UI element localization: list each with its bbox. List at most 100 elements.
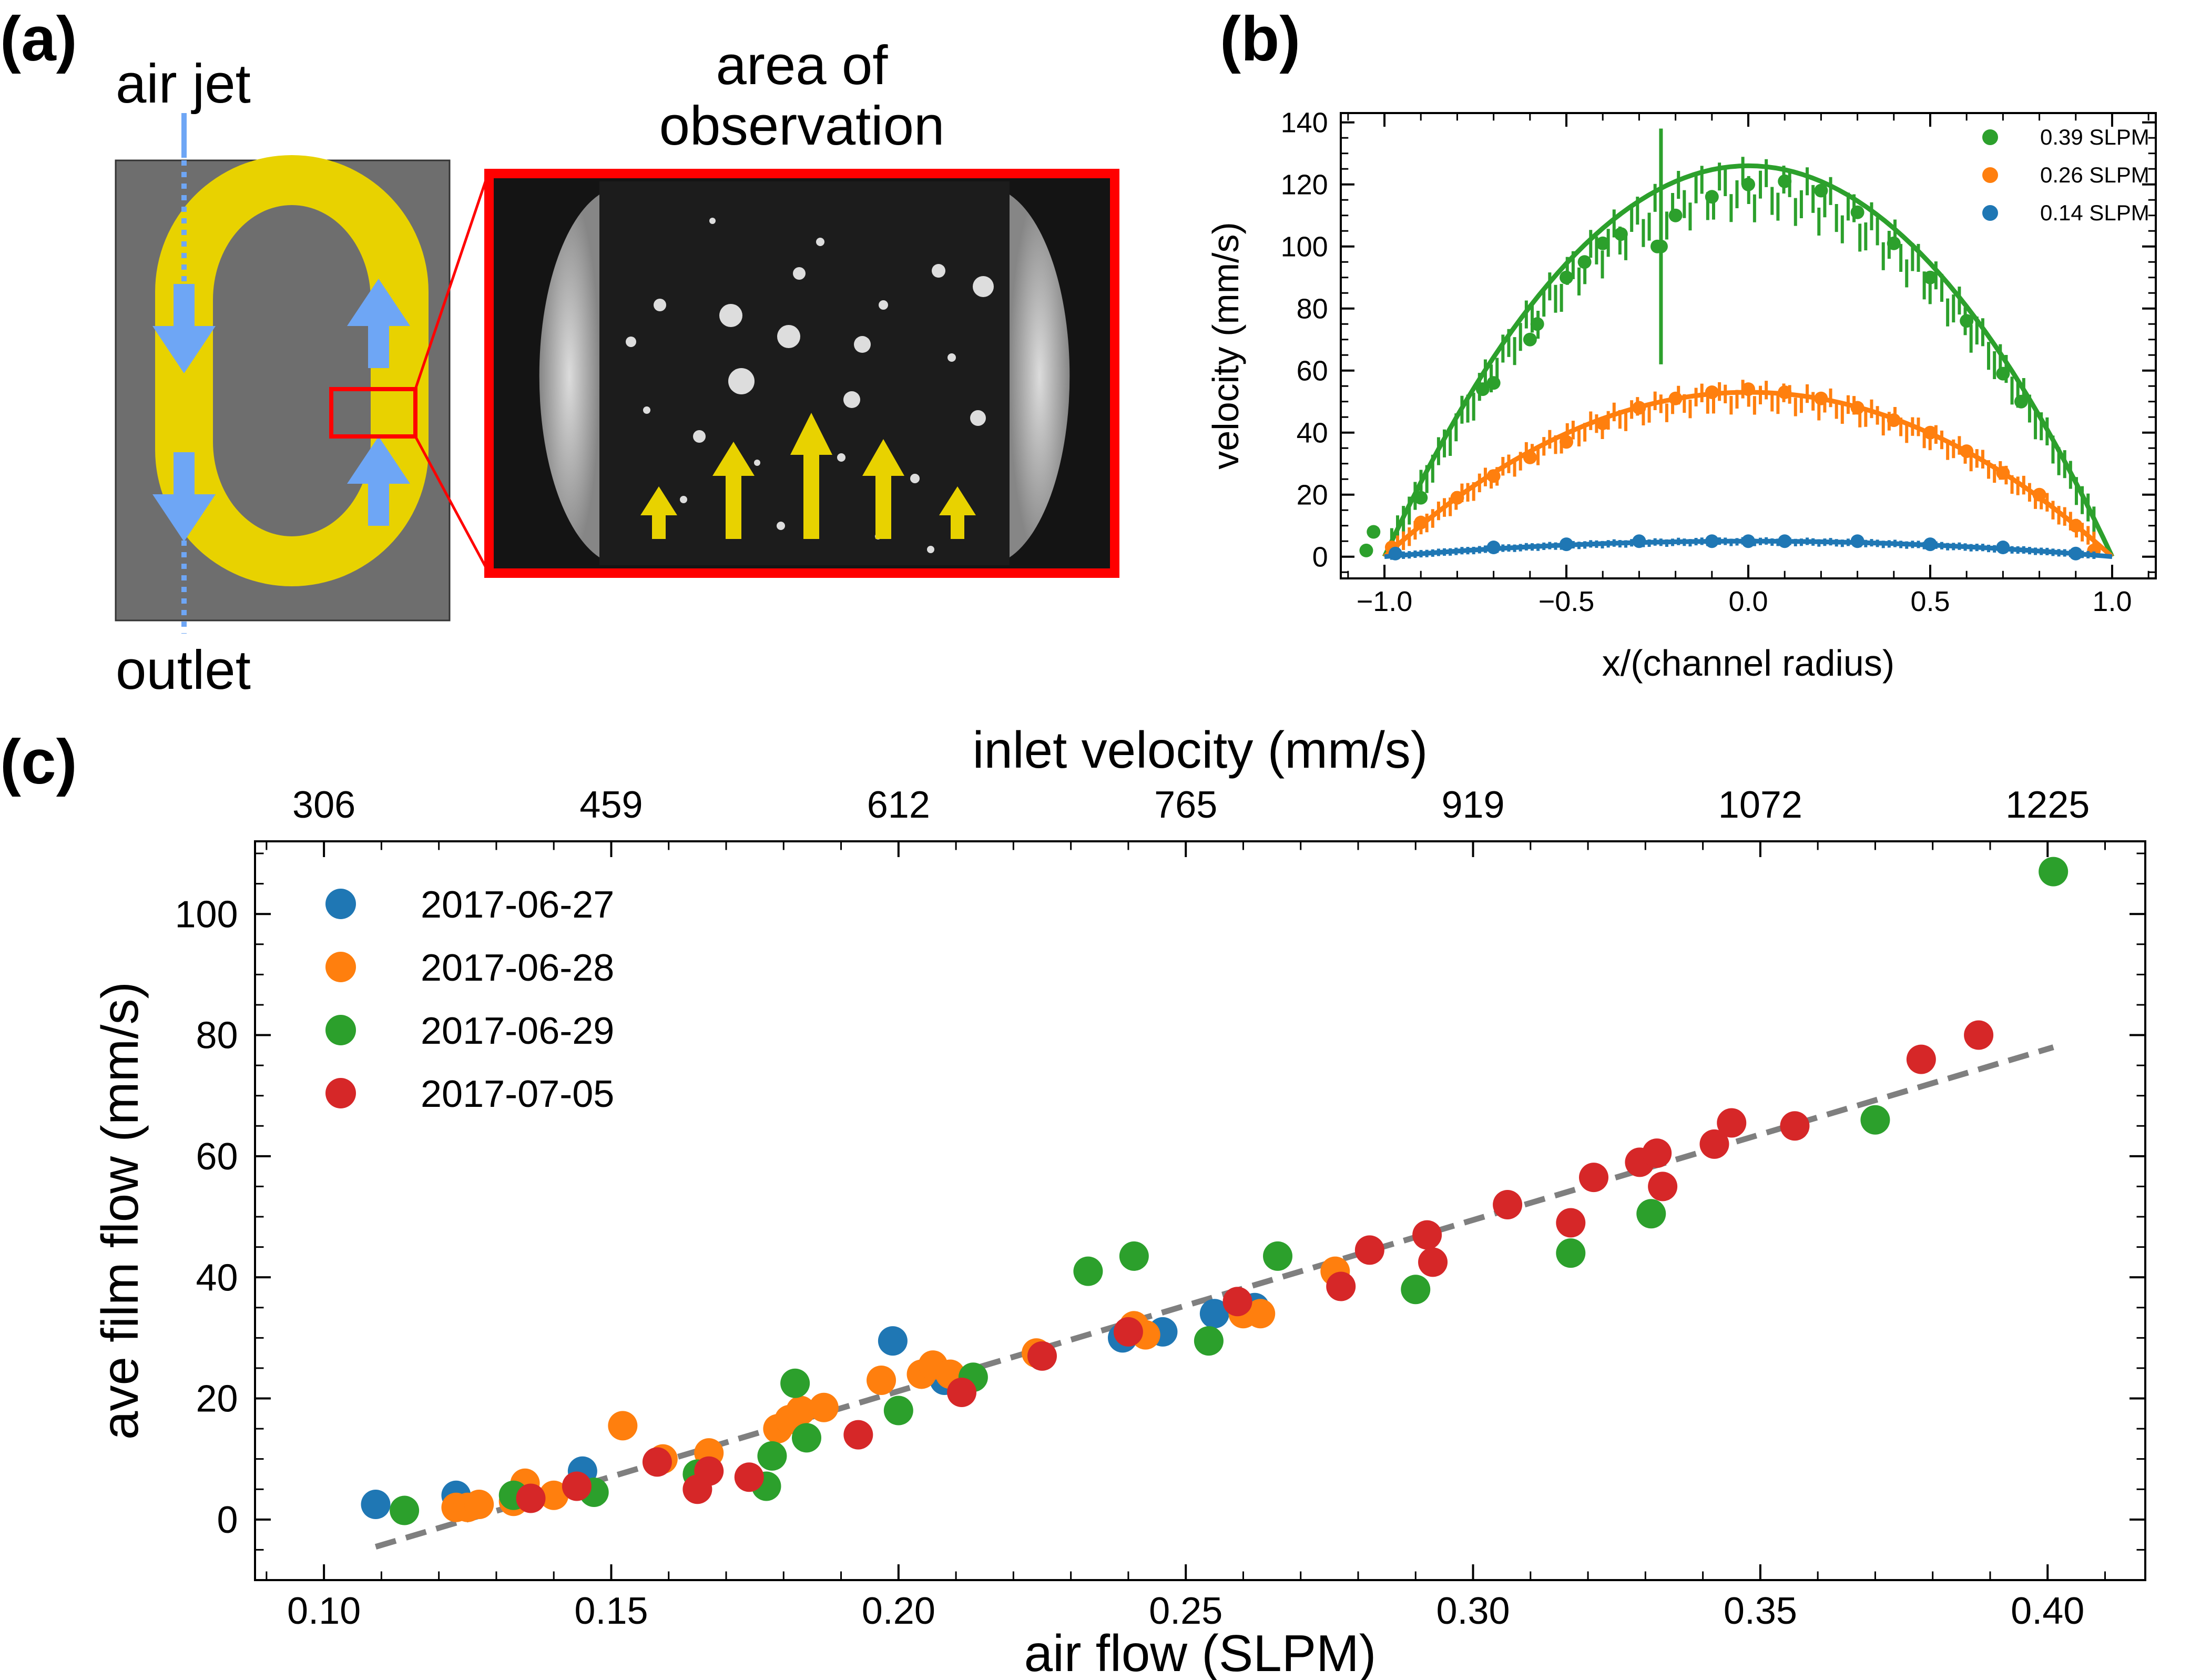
top-axis-label: inlet velocity (mm/s) [973, 721, 1428, 779]
data-point [1523, 450, 1537, 464]
data-point [1778, 385, 1792, 399]
arrow-down-icon [152, 284, 216, 373]
y-axis-label: velocity (mm/s) [1205, 222, 1246, 470]
data-point [1388, 546, 1402, 561]
x-tick-label: 0.20 [862, 1590, 935, 1632]
arrow-up-icon [640, 486, 677, 539]
outlet-label: outlet [116, 639, 251, 701]
arrow-up-icon [712, 442, 755, 539]
data-point [1648, 1172, 1678, 1202]
panel-c-label: (c) [0, 727, 77, 797]
data-point [1113, 1317, 1143, 1347]
data-point [1923, 537, 1937, 552]
data-point [1194, 1326, 1224, 1356]
data-point [1326, 1271, 1356, 1301]
top-tick-label: 765 [1154, 784, 1217, 826]
y-tick-label: 60 [196, 1136, 238, 1178]
data-point [1699, 1129, 1729, 1159]
data-point [1741, 534, 1755, 548]
x-axis-label: x/(channel radius) [1602, 643, 1894, 684]
data-point [1263, 1241, 1293, 1271]
data-point [2014, 394, 2028, 409]
data-point [1850, 534, 1864, 548]
x-tick-label: 0.35 [1724, 1590, 1797, 1632]
data-point [1556, 1238, 1586, 1268]
data-point [1778, 174, 1792, 188]
data-point [1523, 332, 1537, 347]
data-point [2069, 518, 2083, 533]
legend-label: 2017-06-29 [421, 1010, 614, 1052]
data-point [1199, 1299, 1229, 1329]
data-point [1741, 382, 1755, 396]
data-point [1222, 1287, 1252, 1317]
data-point [867, 1365, 896, 1395]
x-tick-label: 0.5 [1910, 586, 1950, 617]
legend-label: 0.39 SLPM [2040, 125, 2149, 149]
y-tick-label: 20 [196, 1378, 238, 1420]
data-point [780, 1368, 810, 1398]
x-tick-label: 0.10 [287, 1590, 361, 1632]
data-point [947, 1377, 977, 1407]
data-point [878, 1326, 908, 1356]
data-point [1780, 1111, 1810, 1141]
data-point [1414, 491, 1428, 505]
data-point [1996, 366, 2010, 381]
y-tick-label: 0 [1312, 542, 1328, 573]
data-point [1906, 1044, 1936, 1074]
data-point [1354, 1235, 1384, 1265]
x-tick-label: 0.0 [1728, 586, 1768, 617]
zoom-line-top [414, 170, 491, 390]
panel-b-label: (b) [1220, 4, 1300, 74]
data-point [1814, 391, 1828, 405]
observation-title-line1: area of [716, 35, 889, 96]
zoom-line-bottom [414, 435, 491, 574]
legend-marker [325, 952, 356, 982]
chart-b: −1.0 −0.5 0.0 0.5 1.0 0 20 40 60 80 100 120 140 x/(ch… [1205, 107, 2157, 684]
data-point [1414, 515, 1428, 530]
data-point [1668, 208, 1683, 222]
y-tick-label: 140 [1281, 107, 1328, 139]
x-tick-label: 0.30 [1436, 1590, 1510, 1632]
y-tick-label: 100 [1281, 231, 1328, 263]
panel-a: (a) air jet outlet area of observation [0, 4, 1119, 701]
x-tick-label: 0.25 [1149, 1590, 1222, 1632]
y-tick-label: 40 [1297, 418, 1328, 449]
x-tick-label: 0.40 [2011, 1590, 2084, 1632]
data-point [516, 1483, 546, 1513]
legend-label: 2017-06-27 [421, 884, 614, 926]
outlier-point [1654, 239, 1668, 253]
data-point [562, 1471, 592, 1501]
data-point [1560, 270, 1574, 284]
data-point [1741, 177, 1755, 191]
y-axis-label: ave film flow (mm/s) [91, 982, 149, 1440]
data-point [1556, 1208, 1586, 1238]
data-point [361, 1490, 391, 1520]
data-point [1632, 401, 1646, 415]
data-point [2032, 487, 2046, 502]
data-point [1486, 541, 1501, 554]
arrow-up-icon [790, 413, 832, 539]
data-point [1887, 236, 1901, 250]
legend-label: 2017-06-28 [421, 947, 614, 989]
data-point [1560, 435, 1574, 449]
data-point [757, 1441, 787, 1471]
data-point [809, 1392, 839, 1422]
data-point [1596, 416, 1610, 430]
top-tick-label: 919 [1441, 784, 1504, 826]
data-point [1450, 491, 1464, 505]
legend-marker [1982, 167, 1998, 183]
data-point [1486, 376, 1501, 390]
data-point [1418, 1247, 1448, 1277]
data-point [1579, 1163, 1609, 1193]
legend-label: 0.14 SLPM [2040, 200, 2149, 225]
data-point [642, 1447, 672, 1477]
velocity-profile-arrows [640, 413, 976, 539]
data-point [1475, 382, 1490, 396]
data-point [1923, 425, 1937, 440]
data-point [1632, 534, 1646, 548]
data-point [1359, 543, 1373, 557]
data-point [1860, 1105, 1890, 1135]
channel-wall-right [1010, 195, 1070, 557]
arrow-up-icon [862, 439, 904, 539]
legend-marker [1982, 129, 1998, 145]
